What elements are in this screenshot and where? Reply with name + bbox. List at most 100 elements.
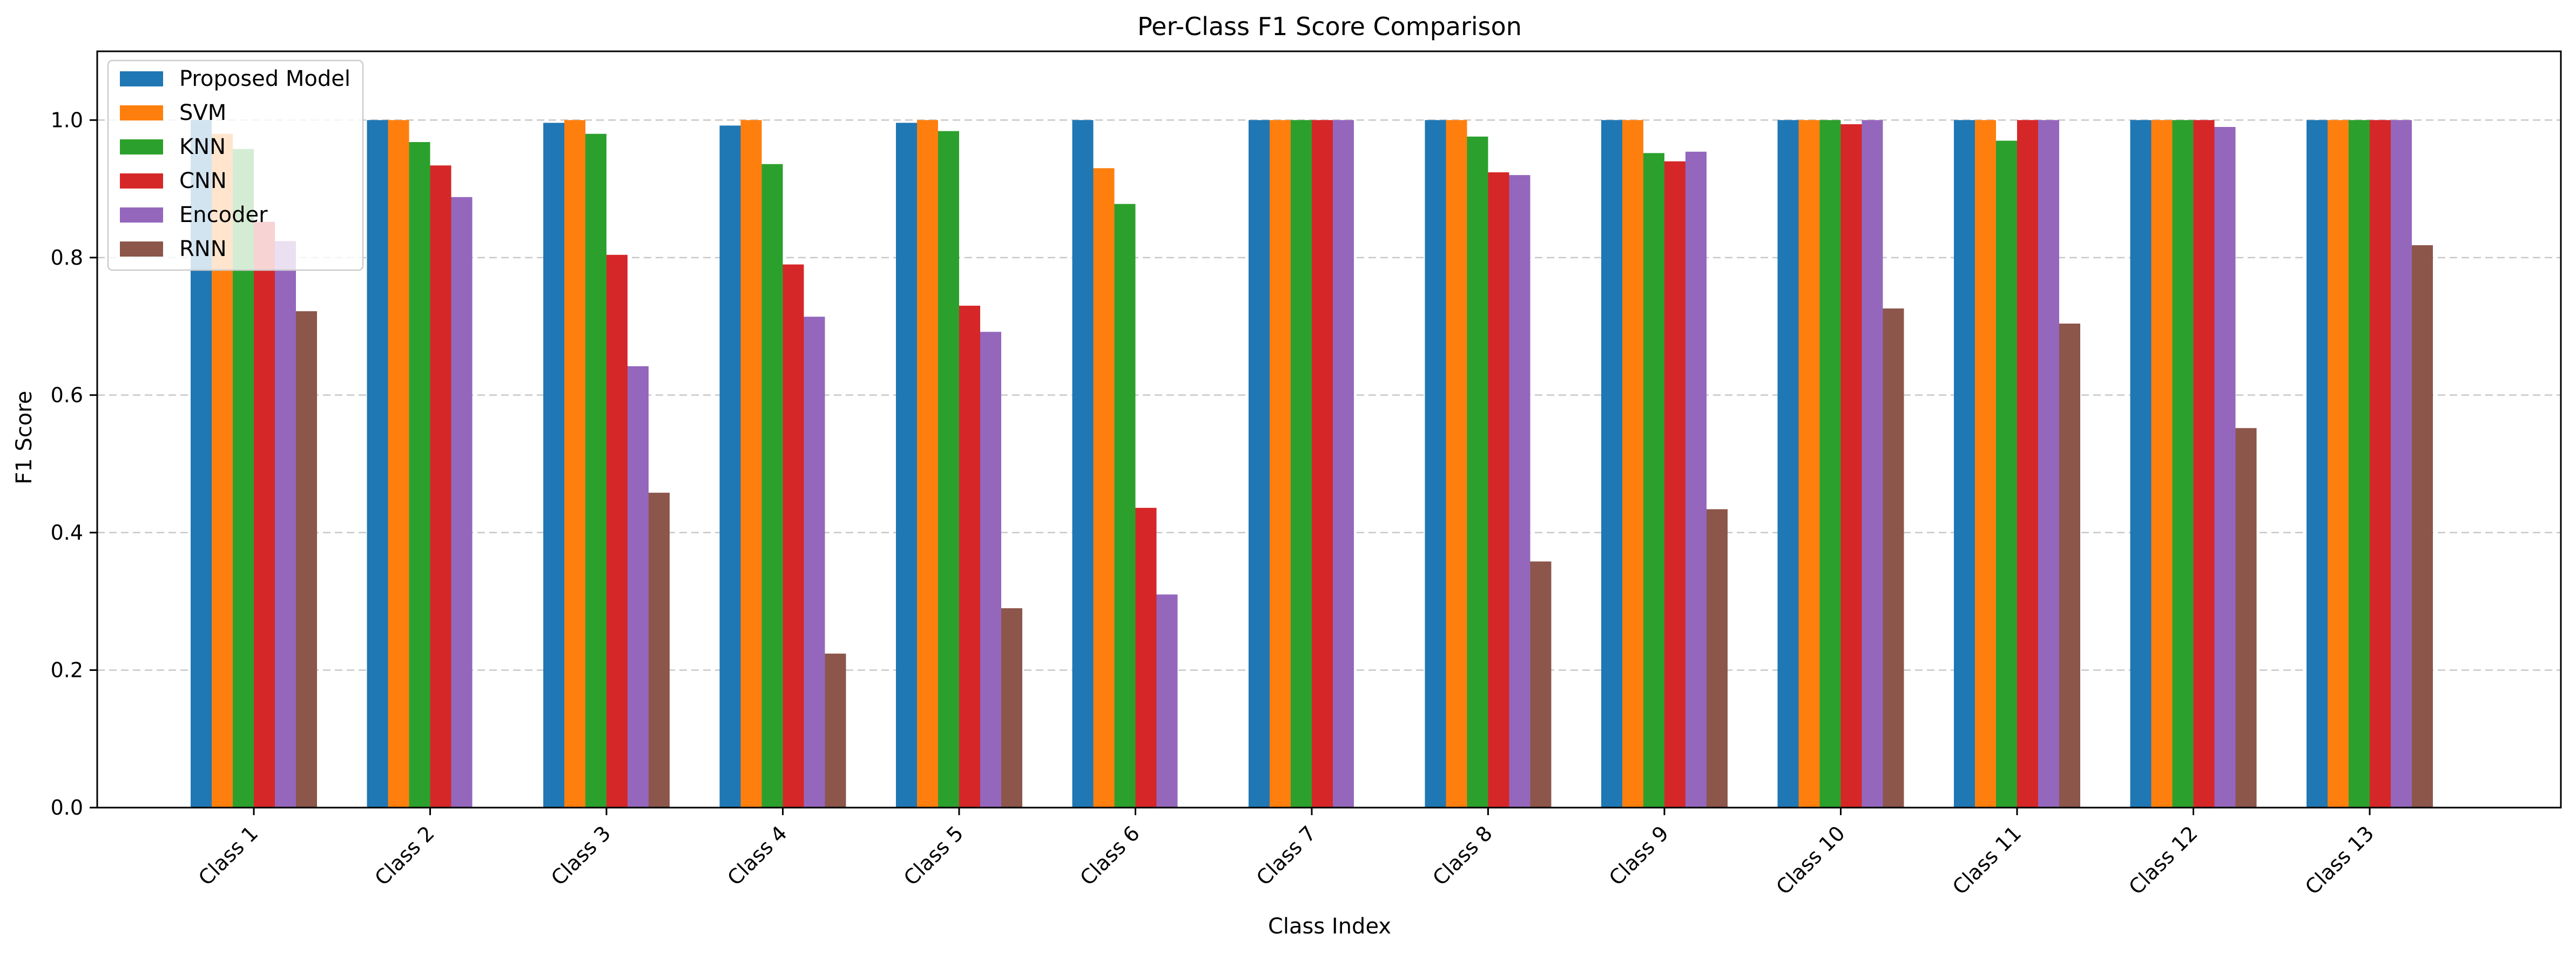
bar-rnn-class-1 (296, 311, 317, 808)
bar-cnn-class-1 (254, 221, 275, 808)
legend: Proposed Model SVM KNN CNN Encoder RNN (107, 59, 364, 271)
legend-entry-label: CNN (179, 169, 227, 193)
bars (191, 120, 2433, 808)
bar-cnn-class-10 (1840, 124, 1862, 808)
bar-svm-class-8 (1446, 120, 1467, 808)
plot-area-frame (96, 50, 2562, 809)
bar-cnn-class-6 (1135, 508, 1157, 808)
bar-svm-class-12 (2151, 120, 2173, 808)
bar-encoder-class-5 (980, 332, 1001, 808)
bar-svm-class-2 (388, 120, 409, 808)
bar-rnn-class-13 (2412, 245, 2433, 808)
bar-proposed-model-class-4 (719, 125, 741, 808)
bar-proposed-model-class-9 (1601, 120, 1622, 808)
bar-svm-class-7 (1270, 120, 1291, 808)
legend-swatch (120, 207, 163, 223)
bar-knn-class-12 (2172, 120, 2194, 808)
bar-rnn-class-8 (1530, 561, 1552, 808)
bar-svm-class-11 (1975, 120, 1996, 808)
bar-encoder-class-11 (2038, 120, 2059, 808)
bar-encoder-class-9 (1685, 151, 1707, 808)
bar-svm-class-5 (917, 120, 938, 808)
bar-knn-class-4 (761, 164, 783, 808)
bar-rnn-class-5 (1001, 608, 1022, 808)
bar-knn-class-11 (1996, 140, 2017, 808)
bar-encoder-class-12 (2214, 127, 2236, 808)
bar-svm-class-13 (2328, 120, 2349, 808)
legend-swatch (120, 241, 163, 257)
bar-cnn-class-12 (2193, 120, 2215, 808)
bar-proposed-model-class-11 (1954, 120, 1975, 808)
bar-svm-class-3 (564, 120, 585, 808)
bar-cnn-class-7 (1312, 120, 1333, 808)
bar-proposed-model-class-6 (1072, 120, 1094, 808)
bar-cnn-class-9 (1664, 161, 1685, 808)
grid-lines (97, 119, 2561, 671)
legend-entry-label: KNN (179, 135, 226, 159)
legend-box (107, 59, 364, 271)
bar-proposed-model-class-13 (2307, 120, 2328, 808)
legend-swatch (120, 173, 163, 189)
bar-cnn-class-5 (959, 305, 980, 808)
bar-knn-class-3 (585, 133, 606, 808)
bar-cnn-class-3 (606, 254, 628, 808)
bar-rnn-class-4 (825, 653, 846, 808)
bar-knn-class-5 (938, 131, 959, 808)
bar-rnn-class-11 (2059, 324, 2080, 808)
chart-title: Per-Class F1 Score Comparison (1137, 12, 1522, 41)
bar-encoder-class-8 (1509, 175, 1530, 808)
bar-proposed-model-class-8 (1425, 120, 1446, 808)
legend-swatch (120, 139, 163, 154)
legend-entry-label: Encoder (179, 203, 268, 227)
legend-swatch (120, 71, 163, 86)
bar-proposed-model-class-12 (2130, 120, 2152, 808)
legend-swatch (120, 105, 163, 120)
y-tick-label: 0.8 (51, 246, 83, 270)
y-axis-label: F1 Score (12, 391, 37, 484)
bar-svm-class-6 (1093, 168, 1115, 808)
bar-cnn-class-13 (2370, 120, 2391, 808)
bar-cnn-class-4 (783, 264, 804, 808)
y-tick-label: 1.0 (51, 108, 83, 132)
bar-encoder-class-10 (1862, 120, 1883, 808)
bar-cnn-class-2 (430, 165, 451, 808)
y-tick-label: 0.4 (51, 521, 83, 545)
bar-knn-class-8 (1467, 136, 1488, 808)
bar-proposed-model-class-7 (1249, 120, 1270, 808)
y-tick-label: 0.6 (51, 383, 83, 407)
y-tick-label: 0.0 (51, 796, 83, 819)
bar-svm-class-9 (1622, 120, 1643, 808)
bar-svm-class-10 (1798, 120, 1820, 808)
bar-knn-class-7 (1291, 120, 1312, 808)
y-tick-label: 0.2 (51, 658, 83, 682)
bar-proposed-model-class-2 (367, 120, 388, 808)
bar-encoder-class-4 (804, 317, 825, 808)
bar-proposed-model-class-3 (543, 123, 564, 808)
bar-cnn-class-8 (1488, 172, 1509, 808)
legend-entry-label: SVM (179, 100, 226, 125)
bar-encoder-class-6 (1156, 594, 1178, 808)
bar-rnn-class-12 (2235, 428, 2257, 808)
bar-rnn-class-9 (1707, 509, 1728, 808)
bar-cnn-class-11 (2017, 120, 2038, 808)
bar-knn-class-9 (1643, 153, 1664, 808)
bar-encoder-class-3 (628, 366, 649, 808)
bar-encoder-class-2 (451, 197, 473, 808)
bar-encoder-class-1 (275, 241, 296, 808)
y-axis: 0.0 0.2 0.4 0.6 0.8 1.0 (51, 108, 97, 819)
x-axis-label: Class Index (1268, 914, 1391, 939)
bar-knn-class-2 (409, 142, 430, 808)
bar-rnn-class-3 (649, 493, 670, 808)
bar-proposed-model-class-5 (896, 123, 917, 808)
bar-knn-class-13 (2349, 120, 2370, 808)
bar-svm-class-4 (740, 120, 762, 808)
legend-entry-label: Proposed Model (179, 66, 350, 91)
bar-rnn-class-10 (1883, 308, 1904, 808)
bar-knn-class-10 (1819, 120, 1841, 808)
bar-knn-class-6 (1114, 204, 1136, 808)
bar-proposed-model-class-10 (1777, 120, 1799, 808)
legend-entry-label: RNN (179, 237, 227, 261)
bar-encoder-class-7 (1333, 120, 1354, 808)
bar-encoder-class-13 (2391, 120, 2412, 808)
